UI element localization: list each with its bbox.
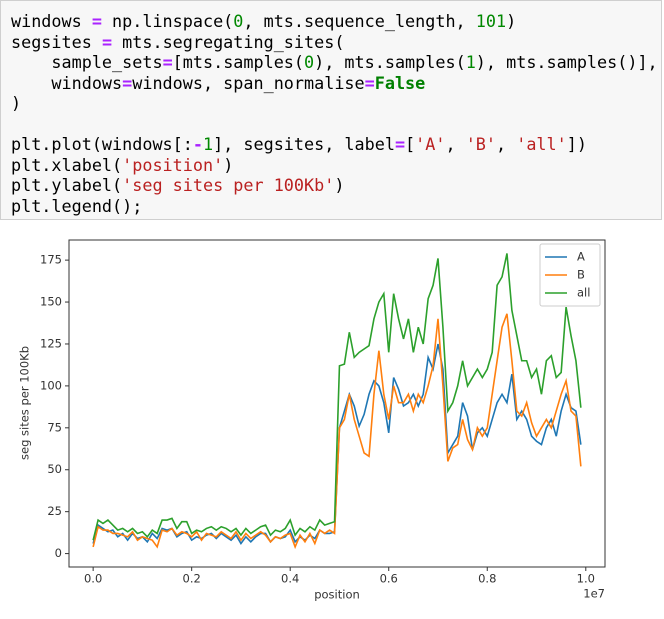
code-token: sample_sets: [11, 52, 163, 72]
code-cell: windows = np.linspace(0, mts.sequence_le…: [0, 0, 662, 220]
code-token: segsites: [11, 31, 102, 52]
code-token: ): [334, 175, 345, 195]
code-line: sample_sets=[mts.samples(0), mts.samples…: [11, 52, 661, 73]
y-tick-label: 50: [47, 462, 62, 476]
x-tick-label: 0.2: [183, 572, 201, 586]
code-token: 101: [475, 11, 507, 31]
code-token: False: [374, 72, 426, 93]
code-token: 1: [202, 134, 214, 154]
code-token: =: [122, 72, 133, 93]
x-offset-label: 1e7: [583, 587, 605, 601]
code-token: np.linspace(: [101, 11, 234, 31]
code-token: 0: [233, 11, 244, 31]
code-token: ), mts.samples()],: [475, 52, 658, 72]
series-line: [92, 313, 582, 550]
code-token: ,: [496, 134, 517, 154]
x-tick-label: 1.0: [577, 572, 595, 586]
code-token: 0: [304, 52, 315, 72]
code-token: ): [506, 11, 517, 31]
code-line: plt.legend();: [11, 196, 661, 217]
code-token: 'all': [516, 134, 567, 154]
code-token: plt.xlabel(: [11, 154, 123, 175]
code-token: ,: [445, 134, 466, 154]
code-token: =: [101, 31, 113, 52]
y-tick-label: 75: [47, 420, 62, 434]
code-line: plt.ylabel('seg sites per 100Kb'): [11, 175, 661, 196]
series-line: [92, 253, 582, 541]
code-token: 'A': [415, 134, 446, 154]
code-token: [mts.samples(: [172, 52, 305, 72]
code-line: windows=windows, span_normalise=False: [11, 73, 661, 94]
y-tick-label: 100: [40, 378, 62, 392]
x-axis-label: position: [314, 588, 360, 602]
code-token: ]): [566, 134, 587, 154]
code-token: , mts.sequence_length,: [243, 11, 476, 31]
code-token: =: [394, 134, 406, 154]
legend-label: B: [577, 268, 585, 282]
code-token: 'B': [465, 134, 496, 154]
code-line: plt.xlabel('position'): [11, 155, 661, 176]
code-token: windows, span_normalise: [132, 72, 365, 93]
legend-label: all: [577, 286, 590, 300]
legend-box: [539, 243, 601, 307]
y-axis-label: seg sites per 100Kb: [18, 346, 32, 460]
x-tick-label: 0.0: [84, 572, 102, 586]
y-tick-label: 150: [40, 295, 62, 309]
y-tick-label: 0: [55, 546, 62, 560]
code-token: windows: [11, 72, 123, 93]
y-tick-label: 125: [40, 336, 62, 350]
code-token: windows: [11, 11, 92, 31]
code-line: ): [11, 93, 661, 114]
code-token: 'seg sites per 100Kb': [122, 175, 335, 195]
code-token: 1: [465, 52, 476, 72]
x-tick-label: 0.8: [478, 572, 496, 586]
code-token: plt.plot(windows[:: [11, 134, 193, 154]
code-token: ), mts.samples(: [314, 52, 466, 72]
code-line: plt.plot(windows[:-1], segsites, label=[…: [11, 134, 661, 155]
x-tick-label: 0.4: [281, 572, 299, 586]
code-token: mts.segregating_sites(: [112, 31, 345, 52]
code-token: ], segsites, label: [213, 134, 395, 154]
code-token: =: [162, 52, 173, 72]
code-token: ): [11, 93, 22, 113]
y-tick-label: 175: [40, 253, 62, 267]
legend-label: A: [577, 250, 585, 264]
code-line: segsites = mts.segregating_sites(: [11, 32, 661, 53]
code-line: windows = np.linspace(0, mts.sequence_le…: [11, 11, 661, 32]
plot-frame: [68, 239, 606, 568]
code-token: -: [192, 134, 203, 154]
code-token: =: [364, 72, 375, 93]
code-token: [: [405, 134, 416, 154]
code-token: plt.ylabel(: [11, 175, 123, 195]
y-tick-label: 25: [47, 504, 62, 518]
code-token: 'position': [122, 154, 224, 175]
code-token: ): [223, 154, 234, 175]
code-token: =: [91, 11, 102, 31]
code-token: plt.legend();: [11, 195, 143, 216]
x-tick-label: 0.6: [380, 572, 398, 586]
